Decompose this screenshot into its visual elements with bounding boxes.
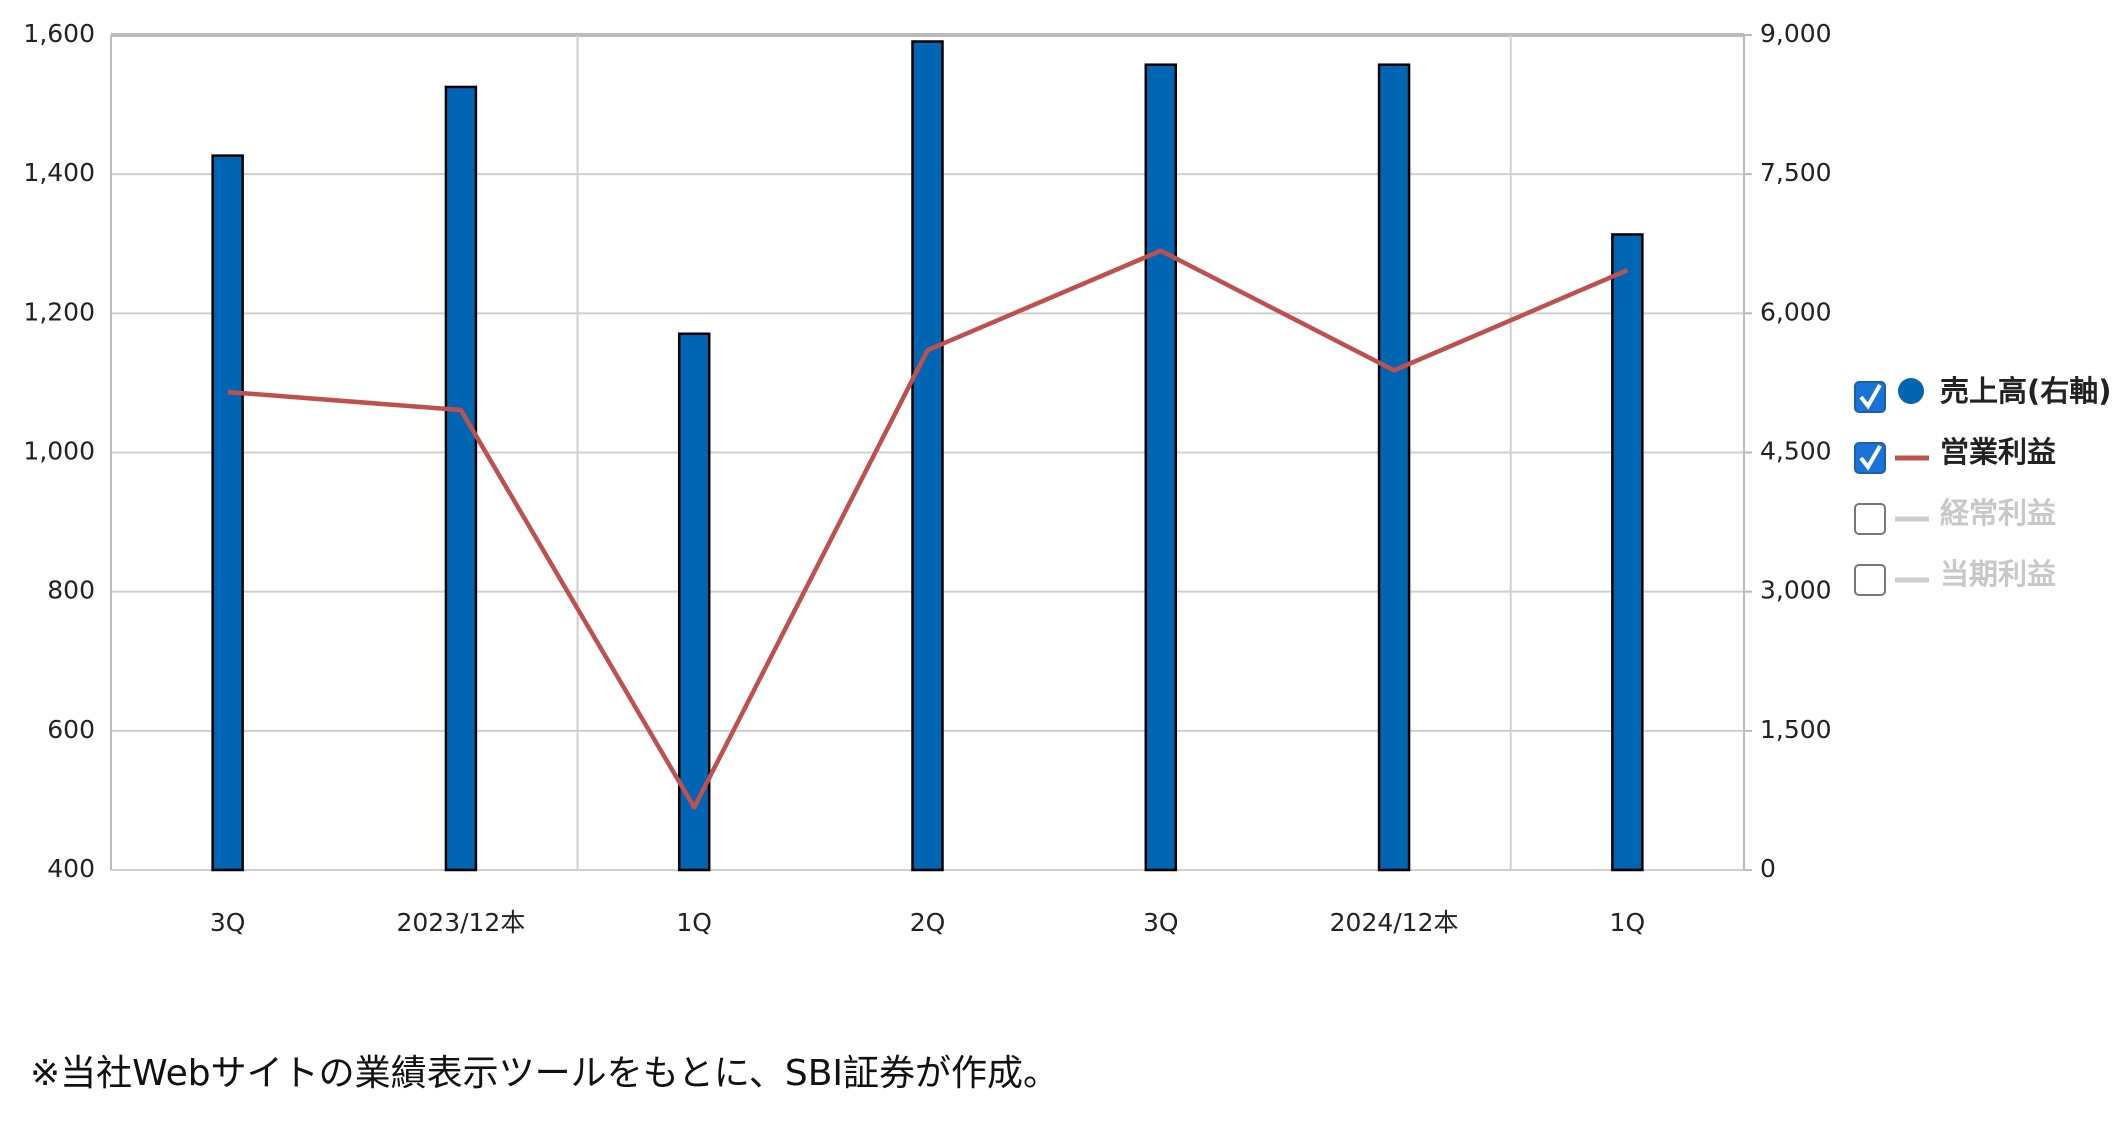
x-tick-label: 1Q — [1610, 908, 1646, 937]
legend-marker — [1898, 378, 1924, 404]
y-tick-label: 1,400 — [23, 158, 95, 187]
check-mark — [1859, 445, 1882, 471]
footnote: ※当社Webサイトの業績表示ツールをもとに、SBI証券が作成。 — [30, 1053, 1059, 1094]
line — [227, 248, 1629, 810]
x-tick-label: 3Q — [1143, 908, 1179, 937]
legend-label[interactable]: 営業利益 — [1940, 435, 2056, 469]
bar — [1144, 63, 1178, 872]
x-tick-label: 2Q — [910, 908, 946, 937]
y-tick-label: 800 — [47, 576, 95, 605]
bar — [1611, 233, 1644, 872]
y-tick-label: 400 — [47, 854, 95, 883]
x-tick-label: 2024/12本 — [1330, 908, 1459, 937]
check-mark — [1859, 384, 1882, 410]
legend-checkbox[interactable] — [1854, 503, 1886, 535]
y2-tick-label: 3,000 — [1760, 576, 1832, 605]
y2-tick-label: 7,500 — [1760, 158, 1832, 187]
legend-label[interactable]: 当期利益 — [1940, 557, 2056, 591]
y2-tick-label: 0 — [1760, 854, 1776, 883]
y2-tick-label: 1,500 — [1760, 715, 1832, 744]
y2-tick-label: 6,000 — [1760, 297, 1832, 326]
x-tick-label: 1Q — [676, 908, 712, 937]
bar — [1377, 63, 1411, 872]
bar — [677, 332, 711, 872]
y-tick-label: 1,000 — [23, 437, 95, 466]
bar — [444, 85, 478, 872]
bar — [911, 40, 944, 872]
legend-label[interactable]: 経常利益 — [1940, 496, 2056, 530]
y-tick-label: 1,600 — [23, 19, 95, 48]
x-tick-label: 2023/12本 — [396, 908, 525, 937]
y2-tick-label: 4,500 — [1760, 437, 1832, 466]
y-tick-label: 600 — [47, 715, 95, 744]
x-tick-label: 3Q — [210, 908, 246, 937]
y2-tick-label: 9,000 — [1760, 19, 1832, 48]
y-tick-label: 1,200 — [23, 297, 95, 326]
legend-checkbox[interactable] — [1854, 564, 1886, 596]
bar — [211, 154, 244, 872]
legend-label[interactable]: 売上高(右軸) — [1940, 374, 2112, 408]
